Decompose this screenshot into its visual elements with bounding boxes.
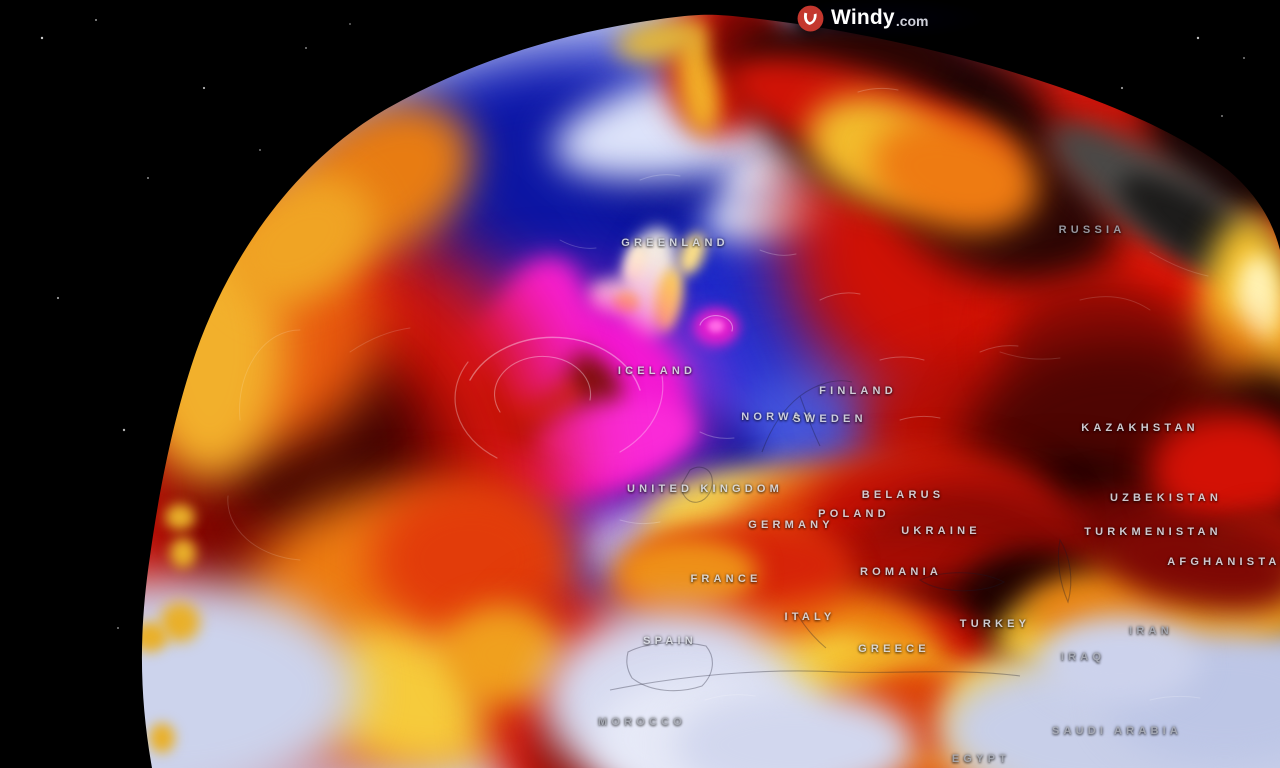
- country-label: GERMANY: [748, 519, 834, 531]
- country-label: FRANCE: [690, 573, 762, 585]
- country-label: SAUDI ARABIA: [1051, 725, 1183, 737]
- country-label: IRAQ: [1060, 651, 1106, 663]
- brand-tld: .com: [895, 12, 929, 29]
- country-label: GREENLAND: [621, 237, 729, 249]
- country-label: IRAN: [1129, 625, 1173, 637]
- country-label: UNITED KINGDOM: [627, 483, 783, 495]
- windy-logo[interactable]: Windy .com: [779, 0, 989, 39]
- brand-name: Windy: [831, 6, 895, 29]
- country-label: EGYPT: [951, 753, 1011, 765]
- country-label: ICELAND: [617, 365, 697, 377]
- country-label: MOROCCO: [597, 716, 687, 728]
- country-label: RUSSIA: [1058, 224, 1126, 236]
- country-label: BELARUS: [861, 489, 945, 501]
- country-label: UZBEKISTAN: [1109, 492, 1223, 504]
- country-label: TURKMENISTAN: [1084, 526, 1222, 538]
- country-label: SPAIN: [643, 635, 697, 647]
- country-label: GREECE: [858, 643, 930, 655]
- country-label: TURKEY: [959, 618, 1031, 630]
- country-label: AFGHANISTAN: [1167, 556, 1280, 568]
- country-label: KAZAKHSTAN: [1081, 422, 1199, 434]
- country-label: UKRAINE: [901, 525, 981, 537]
- windy-logo-icon: [797, 5, 824, 31]
- country-label: ITALY: [784, 611, 836, 623]
- country-label: SWEDEN: [793, 413, 867, 425]
- country-label: ROMANIA: [860, 566, 942, 578]
- country-label: FINLAND: [819, 385, 897, 397]
